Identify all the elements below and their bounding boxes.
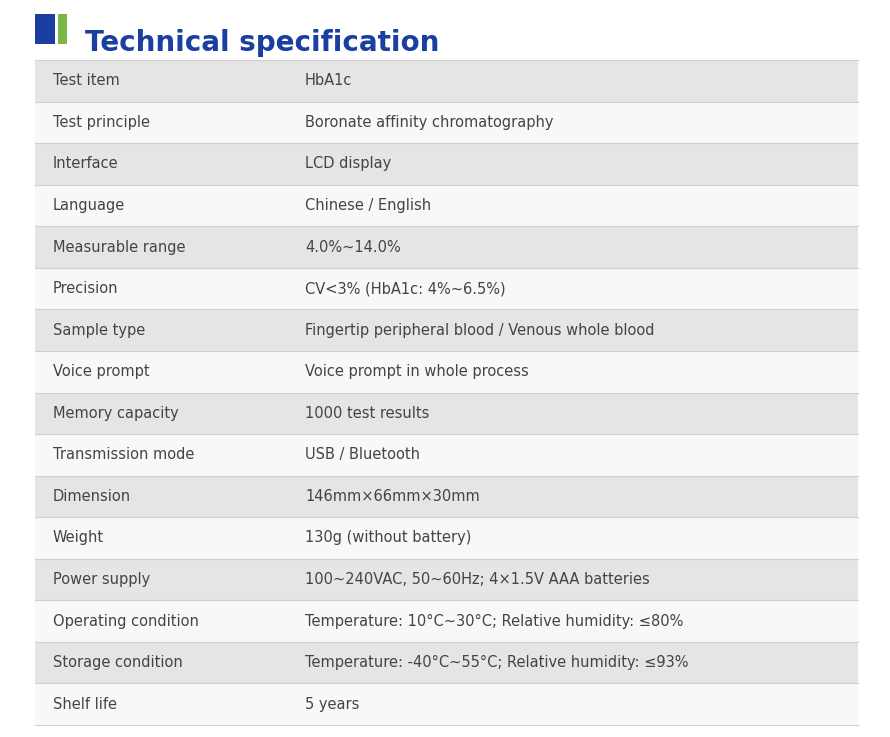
Bar [35, 683, 858, 725]
Text: 100~240VAC, 50~60Hz; 4×1.5V AAA batteries: 100~240VAC, 50~60Hz; 4×1.5V AAA batterie… [305, 572, 650, 587]
Text: Technical specification: Technical specification [85, 29, 440, 57]
Text: Test principle: Test principle [53, 115, 150, 130]
Text: Fingertip peripheral blood / Venous whole blood: Fingertip peripheral blood / Venous whol… [305, 323, 654, 338]
Text: Precision: Precision [53, 281, 118, 296]
Text: Transmission mode: Transmission mode [53, 447, 194, 462]
Bar [35, 185, 858, 226]
Bar [35, 102, 858, 143]
Text: CV<3% (HbA1c: 4%~6.5%): CV<3% (HbA1c: 4%~6.5%) [305, 281, 506, 296]
Bar [35, 434, 858, 475]
Text: 146mm×66mm×30mm: 146mm×66mm×30mm [305, 489, 480, 504]
Bar [35, 60, 858, 102]
Bar [35, 268, 858, 310]
Text: USB / Bluetooth: USB / Bluetooth [305, 447, 420, 462]
Bar [35, 393, 858, 434]
Text: Power supply: Power supply [53, 572, 150, 587]
Text: Interface: Interface [53, 156, 118, 172]
Bar [35, 143, 858, 185]
Text: Weight: Weight [53, 531, 104, 545]
Bar [35, 351, 858, 393]
Text: Memory capacity: Memory capacity [53, 406, 179, 421]
Text: Temperature: -40°C~55°C; Relative humidity: ≤93%: Temperature: -40°C~55°C; Relative humidi… [305, 655, 689, 670]
Bar [35, 601, 858, 642]
Text: Temperature: 10°C~30°C; Relative humidity: ≤80%: Temperature: 10°C~30°C; Relative humidit… [305, 614, 684, 629]
Text: 4.0%~14.0%: 4.0%~14.0% [305, 240, 400, 254]
Bar [58, 14, 67, 44]
Bar [35, 14, 55, 44]
Bar [35, 310, 858, 351]
Text: Voice prompt in whole process: Voice prompt in whole process [305, 364, 529, 380]
Text: Operating condition: Operating condition [53, 614, 198, 629]
Text: HbA1c: HbA1c [305, 73, 352, 88]
Bar [35, 226, 858, 268]
Bar [35, 559, 858, 601]
Text: Chinese / English: Chinese / English [305, 198, 431, 213]
Text: Sample type: Sample type [53, 323, 145, 338]
Text: 5 years: 5 years [305, 696, 360, 712]
Text: 1000 test results: 1000 test results [305, 406, 429, 421]
Text: Measurable range: Measurable range [53, 240, 185, 254]
Text: Voice prompt: Voice prompt [53, 364, 150, 380]
Text: Dimension: Dimension [53, 489, 131, 504]
Text: Shelf life: Shelf life [53, 696, 117, 712]
Text: Storage condition: Storage condition [53, 655, 182, 670]
Bar [35, 642, 858, 683]
Text: Test item: Test item [53, 73, 120, 88]
Text: 130g (without battery): 130g (without battery) [305, 531, 472, 545]
Text: Language: Language [53, 198, 125, 213]
Text: Boronate affinity chromatography: Boronate affinity chromatography [305, 115, 554, 130]
Text: LCD display: LCD display [305, 156, 392, 172]
Bar [35, 517, 858, 559]
Bar [35, 475, 858, 517]
